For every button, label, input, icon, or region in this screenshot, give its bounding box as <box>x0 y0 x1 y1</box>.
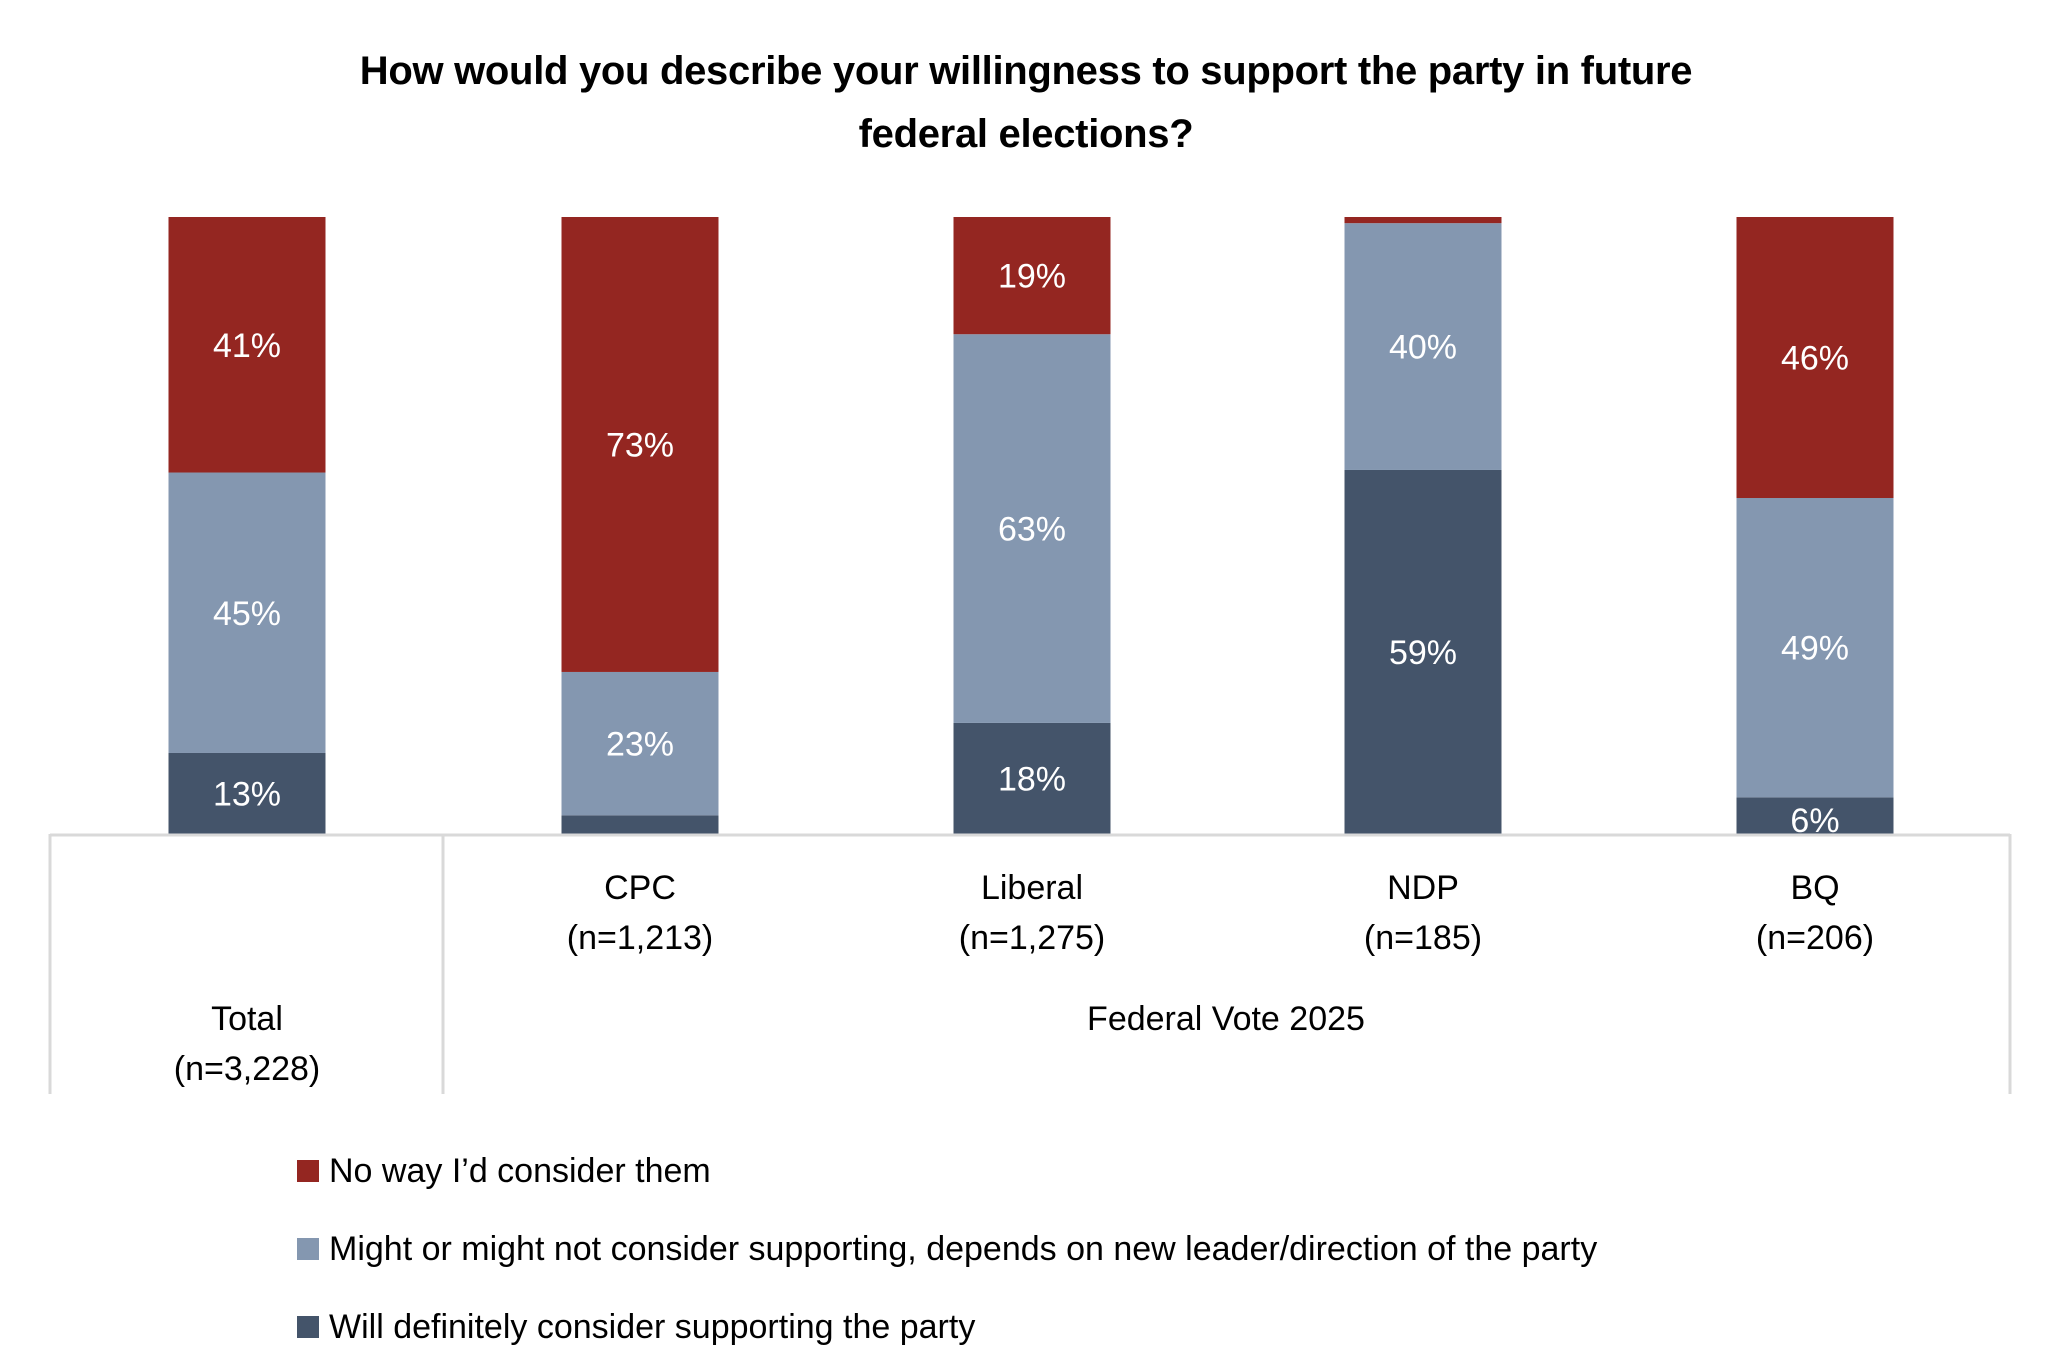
legend-swatch-icon <box>297 1160 319 1182</box>
category-label-total: Total <box>211 1000 283 1038</box>
data-label-total-s2: 41% <box>213 327 281 365</box>
bar-segment-cpc-s0 <box>561 815 719 834</box>
bar-segment-cpc-s1 <box>561 671 719 816</box>
group-label-federal-vote: Federal Vote 2025 <box>1087 1000 1365 1038</box>
legend-swatch-icon <box>297 1316 319 1338</box>
bar-segment-ndp-s1 <box>1344 223 1502 470</box>
bar-segment-liberal-s0 <box>953 722 1111 834</box>
bar-segment-bq-s2 <box>1736 217 1894 499</box>
data-label-liberal-s0: 18% <box>998 760 1066 798</box>
category-n-total: (n=3,228) <box>174 1050 321 1088</box>
data-label-total-s1: 45% <box>213 595 281 633</box>
data-label-liberal-s1: 63% <box>998 511 1066 549</box>
category-n-ndp: (n=185) <box>1364 919 1482 957</box>
bar-segment-total-s1 <box>168 472 326 753</box>
legend-item: No way I’d consider them <box>297 1132 1597 1210</box>
category-label-liberal: Liberal <box>981 869 1083 907</box>
chart-title-line-2: federal elections? <box>858 112 1194 156</box>
bars-layer: 13%45%41%23%73%18%63%19%59%40%6%49%46% <box>168 217 1894 840</box>
bar-segment-bq-s0 <box>1736 797 1894 834</box>
data-label-bq-s2: 46% <box>1781 340 1849 378</box>
bar-segment-ndp-s0 <box>1344 469 1502 834</box>
data-label-ndp-s0: 59% <box>1389 634 1457 672</box>
data-label-cpc-s2: 73% <box>606 426 674 464</box>
data-label-total-s0: 13% <box>213 775 281 813</box>
legend-label: Will definitely consider supporting the … <box>329 1307 976 1346</box>
bar-segment-total-s0 <box>168 752 326 834</box>
legend-item: Might or might not consider supporting, … <box>297 1210 1597 1288</box>
data-label-ndp-s1: 40% <box>1389 329 1457 367</box>
legend-swatch-icon <box>297 1238 319 1260</box>
legend-item: Will definitely consider supporting the … <box>297 1288 1597 1366</box>
category-axis: Total (n=3,228) CPC (n=1,213) Liberal (n=1,27… <box>48 833 2012 1094</box>
bar-segment-cpc-s2 <box>561 217 719 672</box>
data-label-cpc-s1: 23% <box>606 726 674 764</box>
category-n-cpc: (n=1,213) <box>567 919 714 957</box>
category-label-bq: BQ <box>1790 869 1839 907</box>
category-n-bq: (n=206) <box>1756 919 1874 957</box>
category-label-ndp: NDP <box>1387 869 1459 907</box>
legend: No way I’d consider them Might or might n… <box>297 1132 1597 1366</box>
chart-title: How would you describe your willingness … <box>0 40 2052 166</box>
bar-segment-total-s2 <box>168 217 326 473</box>
bar-segment-liberal-s2 <box>953 217 1111 335</box>
data-label-bq-s1: 49% <box>1781 630 1849 668</box>
legend-label: Might or might not consider supporting, … <box>329 1229 1598 1268</box>
bar-segment-ndp-s2 <box>1344 217 1502 224</box>
chart-title-line-1: How would you describe your willingness … <box>359 49 1693 93</box>
legend-label: No way I’d consider them <box>329 1151 711 1190</box>
category-label-cpc: CPC <box>604 869 676 907</box>
bar-segment-bq-s1 <box>1736 498 1894 798</box>
category-n-liberal: (n=1,275) <box>959 919 1106 957</box>
data-label-liberal-s2: 19% <box>998 258 1066 296</box>
bar-segment-liberal-s1 <box>953 334 1111 723</box>
